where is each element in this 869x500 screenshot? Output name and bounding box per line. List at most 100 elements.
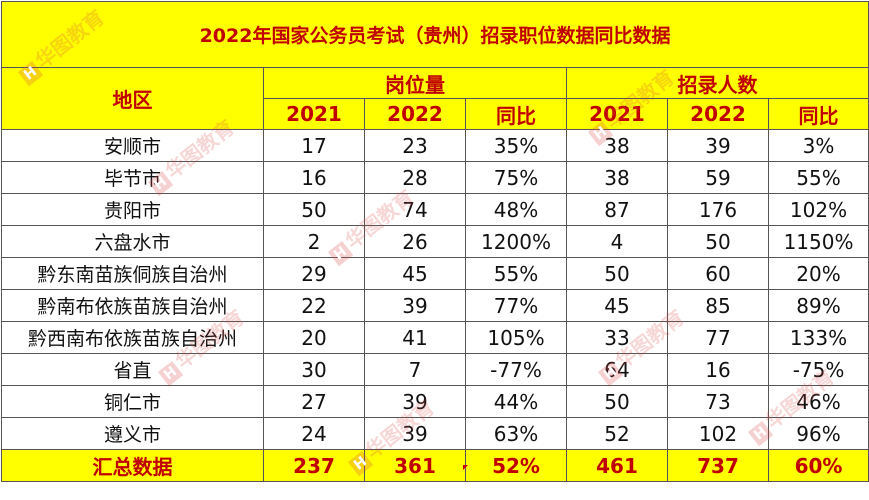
positions-2022-cell[interactable]: 39 [364,289,466,322]
positions-ratio-header[interactable]: 同比 [465,98,567,130]
recruits-ratio-cell[interactable]: 1150% [767,225,869,258]
recruits-ratio-cell[interactable]: 89% [767,289,869,322]
recruits-ratio-cell[interactable]: 55% [767,161,869,194]
recruits-2021-cell[interactable]: 50 [566,385,668,418]
positions-2022-cell[interactable]: 45 [364,257,466,290]
positions-2021-cell[interactable]: 22 [263,289,365,322]
positions-2021-cell[interactable]: 2 [263,225,365,258]
positions-2021-cell[interactable]: 24 [263,417,365,450]
total-recruits-2022-cell[interactable]: 737 [667,449,769,482]
recruits-2021-cell[interactable]: 4 [566,225,668,258]
recruits-2022-cell[interactable]: 73 [667,385,769,418]
recruits-2022-cell[interactable]: 16 [667,353,769,386]
recruits-ratio-cell[interactable]: 3% [767,129,869,162]
positions-2022-cell[interactable]: 74 [364,193,466,226]
region-cell[interactable]: 遵义市 [1,417,264,450]
table-row: 遵义市 24 39 63% 52 102 96% [1,417,869,450]
region-header[interactable]: 地区 [1,67,264,130]
positions-2021-header[interactable]: 2021 [263,98,365,130]
recruits-2022-cell[interactable]: 77 [667,321,769,354]
table-title[interactable]: 2022年国家公务员考试（贵州）招录职位数据同比数据 [0,1,869,68]
positions-ratio-cell[interactable]: 44% [465,385,567,418]
table-row: 省直 30 7 -77% 64 16 -75% [1,353,869,386]
recruits-2022-cell[interactable]: 176 [667,193,769,226]
recruits-2021-cell[interactable]: 64 [566,353,668,386]
table-row: 铜仁市 27 39 44% 50 73 46% [1,385,869,418]
recruits-2022-cell[interactable]: 85 [667,289,769,322]
positions-2021-cell[interactable]: 20 [263,321,365,354]
table-row: 六盘水市 2 26 1200% 4 50 1150% [1,225,869,258]
positions-2021-cell[interactable]: 50 [263,193,365,226]
positions-2022-cell[interactable]: 7 [364,353,466,386]
total-row: 汇总数据 237 361 52% 461 737 60% [1,449,869,482]
positions-2022-cell[interactable]: 41 [364,321,466,354]
positions-ratio-cell[interactable]: 105% [465,321,567,354]
positions-2021-cell[interactable]: 30 [263,353,365,386]
region-cell[interactable]: 贵阳市 [1,193,264,226]
positions-ratio-cell[interactable]: 1200% [465,225,567,258]
positions-group-header[interactable]: 岗位量 [263,67,567,99]
positions-2022-cell[interactable]: 26 [364,225,466,258]
recruits-group-header[interactable]: 招录人数 [565,67,869,99]
positions-ratio-cell[interactable]: 35% [465,129,567,162]
positions-ratio-cell[interactable]: 77% [465,289,567,322]
recruits-2021-cell[interactable]: 38 [566,129,668,162]
recruits-ratio-cell[interactable]: 20% [767,257,869,290]
positions-ratio-cell[interactable]: -77% [465,353,567,386]
table-row: 黔东南苗族侗族自治州 29 45 55% 50 60 20% [1,257,869,290]
total-recruits-ratio-cell[interactable]: 60% [767,449,869,482]
positions-2021-cell[interactable]: 27 [263,385,365,418]
recruits-2021-cell[interactable]: 50 [566,257,668,290]
region-cell[interactable]: 黔南布依族苗族自治州 [1,289,264,322]
recruits-2021-cell[interactable]: 87 [566,193,668,226]
positions-2022-cell[interactable]: 39 [364,385,466,418]
recruits-ratio-cell[interactable]: -75% [767,353,869,386]
positions-2022-header[interactable]: 2022 [364,98,466,130]
region-cell[interactable]: 毕节市 [1,161,264,194]
recruits-2021-cell[interactable]: 52 [566,417,668,450]
recruits-2022-header[interactable]: 2022 [667,98,769,130]
positions-2022-cell[interactable]: 39 [364,417,466,450]
table-row: 黔西南布依族苗族自治州 20 41 105% 33 77 133% [1,321,869,354]
table-row: 安顺市 17 23 35% 38 39 3% [1,129,869,162]
positions-ratio-cell[interactable]: 75% [465,161,567,194]
total-label-cell[interactable]: 汇总数据 [1,449,264,482]
recruits-2022-cell[interactable]: 50 [667,225,769,258]
recruits-ratio-cell[interactable]: 133% [767,321,869,354]
positions-ratio-cell[interactable]: 55% [465,257,567,290]
recruitment-table: 2022年国家公务员考试（贵州）招录职位数据同比数据 地区 岗位量 招录人数 2… [0,1,869,482]
positions-2022-cell[interactable]: 23 [364,129,466,162]
total-positions-2022-cell[interactable]: 361 [364,449,466,482]
table-row: 毕节市 16 28 75% 38 59 55% [1,161,869,194]
recruits-2021-cell[interactable]: 45 [566,289,668,322]
recruits-ratio-cell[interactable]: 46% [767,385,869,418]
recruits-2022-cell[interactable]: 39 [667,129,769,162]
positions-2021-cell[interactable]: 16 [263,161,365,194]
region-cell[interactable]: 铜仁市 [1,385,264,418]
recruits-ratio-cell[interactable]: 102% [767,193,869,226]
recruits-2022-cell[interactable]: 60 [667,257,769,290]
recruits-2022-cell[interactable]: 102 [667,417,769,450]
region-cell[interactable]: 省直 [1,353,264,386]
region-cell[interactable]: 黔东南苗族侗族自治州 [1,257,264,290]
recruits-ratio-cell[interactable]: 96% [767,417,869,450]
region-cell[interactable]: 黔西南布依族苗族自治州 [1,321,264,354]
total-positions-2021-cell[interactable]: 237 [263,449,365,482]
comment-indicator-icon [463,465,468,470]
region-cell[interactable]: 六盘水市 [1,225,264,258]
recruits-2021-header[interactable]: 2021 [566,98,668,130]
recruits-2021-cell[interactable]: 33 [566,321,668,354]
recruits-2022-cell[interactable]: 59 [667,161,769,194]
positions-2022-cell[interactable]: 28 [364,161,466,194]
positions-2021-cell[interactable]: 17 [263,129,365,162]
total-recruits-2021-cell[interactable]: 461 [566,449,668,482]
positions-2021-cell[interactable]: 29 [263,257,365,290]
region-cell[interactable]: 安顺市 [1,129,264,162]
recruits-ratio-header[interactable]: 同比 [767,98,869,130]
total-positions-ratio-cell[interactable]: 52% [465,449,567,482]
positions-ratio-cell[interactable]: 63% [465,417,567,450]
table-row: 贵阳市 50 74 48% 87 176 102% [1,193,869,226]
positions-ratio-cell[interactable]: 48% [465,193,567,226]
recruits-2021-cell[interactable]: 38 [566,161,668,194]
